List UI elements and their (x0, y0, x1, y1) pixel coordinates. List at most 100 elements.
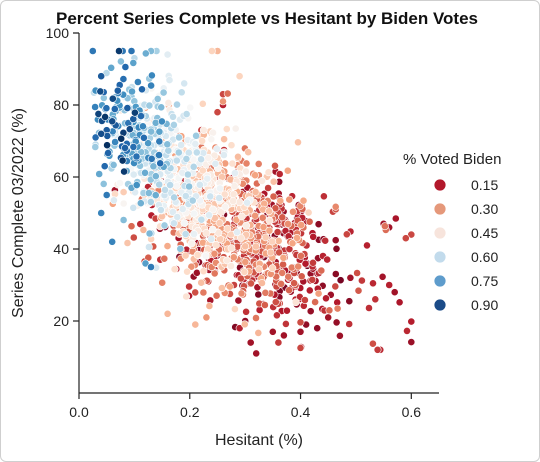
data-point (187, 262, 196, 271)
data-point (100, 162, 109, 171)
data-point (155, 151, 163, 159)
data-point (139, 133, 148, 142)
data-point (235, 198, 244, 207)
data-point (235, 72, 244, 81)
x-tick-label: 0.4 (291, 404, 311, 420)
legend: % Voted Biden 0.15 0.30 0.45 0.60 0.75 0.90 (403, 151, 501, 313)
data-point (189, 162, 198, 171)
data-point (251, 188, 260, 196)
data-point (175, 133, 183, 142)
data-point (95, 170, 104, 178)
data-point (102, 191, 111, 199)
data-point (197, 155, 205, 164)
data-point (163, 140, 172, 149)
data-point (147, 263, 155, 271)
data-point (173, 100, 181, 109)
data-point (160, 221, 169, 230)
data-point (207, 135, 216, 144)
data-point (145, 101, 154, 110)
data-point (193, 251, 202, 259)
data-point (407, 230, 416, 239)
data-point (181, 251, 190, 260)
data-point (136, 199, 145, 208)
data-point (123, 104, 132, 112)
data-point (117, 134, 126, 143)
data-point (117, 57, 125, 66)
data-point (287, 263, 296, 272)
data-point (209, 205, 217, 214)
data-point (322, 294, 330, 303)
data-point (213, 145, 221, 153)
data-point (357, 276, 366, 285)
data-point (111, 138, 119, 146)
data-point (230, 182, 239, 191)
data-point (235, 324, 244, 333)
data-point (285, 195, 294, 204)
points-layer (88, 47, 416, 358)
data-point (176, 244, 185, 253)
data-point (163, 50, 172, 59)
data-point (151, 172, 160, 181)
data-point (252, 242, 260, 251)
data-point (192, 131, 200, 140)
data-point (202, 313, 211, 322)
data-point (321, 236, 330, 245)
data-point (259, 223, 268, 231)
data-point (199, 288, 208, 297)
data-point (121, 143, 129, 152)
data-point (219, 97, 227, 106)
data-point (306, 307, 315, 316)
data-point (296, 343, 305, 352)
data-point (272, 311, 281, 320)
data-point (144, 243, 153, 251)
data-point (278, 213, 287, 222)
data-point (279, 260, 287, 269)
data-point (182, 110, 191, 118)
data-point (233, 228, 241, 237)
data-point (199, 267, 208, 276)
y-tick-label: 80 (53, 97, 69, 113)
data-point (243, 198, 251, 207)
legend-label: 0.15 (471, 177, 498, 193)
data-point (305, 217, 314, 226)
data-point (296, 327, 305, 336)
data-point (174, 148, 183, 157)
data-point (246, 338, 255, 347)
data-point (231, 124, 240, 133)
data-point (221, 203, 230, 211)
x-axis-label: Hesitant (%) (215, 432, 303, 449)
data-point (228, 159, 237, 168)
data-point (296, 318, 305, 327)
data-point (161, 185, 169, 194)
data-point (116, 179, 124, 187)
data-point (274, 236, 283, 245)
data-point (217, 284, 226, 292)
data-point (258, 176, 266, 185)
data-point (178, 205, 187, 213)
data-point (119, 75, 128, 83)
data-point (247, 279, 255, 288)
data-point (236, 234, 245, 242)
data-point (146, 197, 155, 206)
legend-label: 0.75 (471, 273, 498, 289)
data-point (369, 279, 377, 288)
data-point (198, 99, 207, 108)
data-point (378, 272, 387, 281)
data-point (265, 226, 274, 235)
data-point (91, 143, 100, 151)
data-point (144, 139, 152, 148)
data-point (145, 229, 154, 238)
y-tick-label: 20 (53, 313, 69, 329)
data-point (177, 141, 185, 149)
data-point (296, 251, 305, 260)
data-point (97, 129, 106, 138)
data-point (121, 63, 130, 71)
data-point (345, 320, 354, 328)
data-point (163, 242, 172, 250)
data-point (108, 117, 117, 126)
data-point (128, 87, 136, 96)
legend-title: % Voted Biden (403, 151, 501, 168)
data-point (254, 328, 263, 337)
